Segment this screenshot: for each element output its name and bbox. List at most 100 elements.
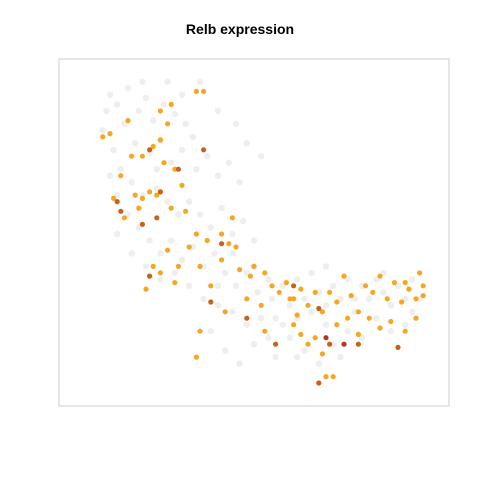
scatter-point-mid bbox=[147, 147, 153, 153]
scatter-point-background bbox=[153, 166, 160, 173]
scatter-point-low bbox=[402, 328, 408, 334]
scatter-point-mid bbox=[316, 305, 322, 312]
scatter-point-background bbox=[99, 127, 107, 134]
scatter-point-background bbox=[254, 289, 261, 296]
scatter-point-low bbox=[406, 286, 412, 292]
scatter-point-low bbox=[319, 309, 325, 315]
scatter-point-background bbox=[286, 334, 294, 341]
scatter-point-low bbox=[186, 244, 192, 250]
scatter-point-background bbox=[182, 120, 189, 128]
scatter-point-low bbox=[247, 273, 253, 279]
scatter-point-low bbox=[330, 374, 336, 380]
scatter-point-mid bbox=[147, 273, 153, 279]
scatter-point-background bbox=[308, 308, 315, 315]
plot-frame bbox=[58, 58, 450, 407]
scatter-point-background bbox=[294, 276, 301, 283]
scatter-point-background bbox=[207, 224, 214, 231]
chart-title: Relb expression bbox=[185, 21, 295, 37]
scatter-point-low bbox=[323, 374, 329, 380]
scatter-point-low bbox=[312, 289, 318, 295]
scatter-point-background bbox=[322, 263, 330, 270]
scatter-point-background bbox=[214, 302, 222, 309]
scatter-point-background bbox=[178, 91, 186, 98]
scatter-point-mid bbox=[114, 199, 120, 205]
scatter-point-mid bbox=[219, 241, 225, 247]
scatter-point-low bbox=[420, 293, 426, 299]
scatter-point-background bbox=[265, 334, 272, 341]
scatter-point-low bbox=[262, 328, 268, 334]
scatter-point-background bbox=[229, 250, 236, 257]
scatter-point-background bbox=[272, 315, 279, 322]
scatter-point-background bbox=[168, 159, 175, 166]
scatter-point-background bbox=[402, 321, 409, 328]
scatter-point-background bbox=[387, 302, 394, 309]
scatter-point-background bbox=[171, 110, 178, 118]
scatter-point-background bbox=[218, 204, 225, 212]
scatter-point-low bbox=[175, 263, 181, 269]
scatter-point-background bbox=[153, 185, 160, 192]
scatter-point-mid bbox=[154, 215, 160, 221]
scatter-point-low bbox=[157, 270, 163, 276]
scatter-point-background bbox=[142, 94, 150, 102]
scatter-point-background bbox=[178, 146, 186, 153]
scatter-point-low bbox=[172, 280, 178, 286]
scatter-point-low bbox=[384, 296, 390, 302]
scatter-point-background bbox=[258, 315, 265, 322]
scatter-point-low bbox=[348, 293, 354, 299]
scatter-point-low bbox=[165, 121, 171, 127]
scatter-point-background bbox=[207, 328, 214, 335]
scatter-point-low bbox=[319, 351, 325, 357]
scatter-point-background bbox=[160, 101, 168, 108]
scatter-point-low bbox=[143, 286, 149, 292]
scatter-point-low bbox=[129, 153, 135, 159]
scatter-point-low bbox=[125, 118, 131, 124]
scatter-point-low bbox=[355, 309, 361, 315]
scatter-point-background bbox=[265, 276, 272, 283]
scatter-point-low bbox=[298, 286, 304, 292]
scatter-point-background bbox=[214, 282, 222, 289]
scatter-point-low bbox=[399, 299, 405, 305]
scatter-point-low bbox=[168, 101, 174, 107]
scatter-point-background bbox=[193, 166, 200, 173]
scatter-point-mid bbox=[175, 166, 181, 172]
scatter-point-low bbox=[244, 296, 250, 302]
scatter-point-background bbox=[164, 198, 171, 205]
scatter-point-low bbox=[283, 280, 289, 286]
scatter-point-background bbox=[135, 107, 142, 115]
scatter-point-background bbox=[106, 91, 114, 98]
scatter-point-low bbox=[294, 312, 300, 318]
scatter-point-background bbox=[366, 295, 373, 302]
scatter-point-background bbox=[225, 159, 232, 166]
scatter-point-low bbox=[402, 280, 408, 286]
scatter-point-low bbox=[287, 296, 293, 302]
scatter-point-low bbox=[269, 283, 275, 289]
scatter-point-background bbox=[344, 328, 351, 335]
scatter-point-low bbox=[139, 153, 145, 159]
scatter-point-background bbox=[132, 140, 139, 147]
scatter-point-low bbox=[150, 263, 156, 269]
scatter-point-low bbox=[413, 296, 419, 302]
scatter-point-background bbox=[200, 295, 207, 302]
scatter-point-low bbox=[345, 315, 351, 321]
scatter-point-low bbox=[291, 322, 297, 328]
scatter-point-background bbox=[258, 153, 265, 160]
scatter-point-background bbox=[243, 321, 250, 328]
scatter-point-low bbox=[121, 215, 127, 221]
scatter-point-high bbox=[341, 341, 347, 347]
scatter-point-mid bbox=[395, 344, 401, 350]
scatter-point-mid bbox=[139, 221, 145, 227]
scatter-point-low bbox=[237, 267, 243, 273]
scatter-point-background bbox=[142, 263, 150, 270]
scatter-point-background bbox=[114, 101, 121, 108]
scatter-point-background bbox=[268, 295, 276, 302]
scatter-point-low bbox=[363, 283, 369, 289]
scatter-point-background bbox=[294, 353, 301, 361]
scatter-point-low bbox=[147, 189, 153, 195]
scatter-point-low bbox=[233, 244, 239, 250]
scatter-point-low bbox=[197, 328, 203, 334]
scatter-point-background bbox=[330, 282, 337, 289]
scatter-point-low bbox=[193, 354, 199, 360]
scatter-point-background bbox=[175, 211, 182, 218]
scatter-point-low bbox=[377, 273, 383, 279]
